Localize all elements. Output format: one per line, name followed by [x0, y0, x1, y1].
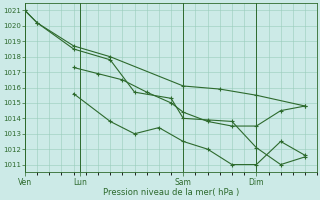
X-axis label: Pression niveau de la mer( hPa ): Pression niveau de la mer( hPa ): [103, 188, 239, 197]
